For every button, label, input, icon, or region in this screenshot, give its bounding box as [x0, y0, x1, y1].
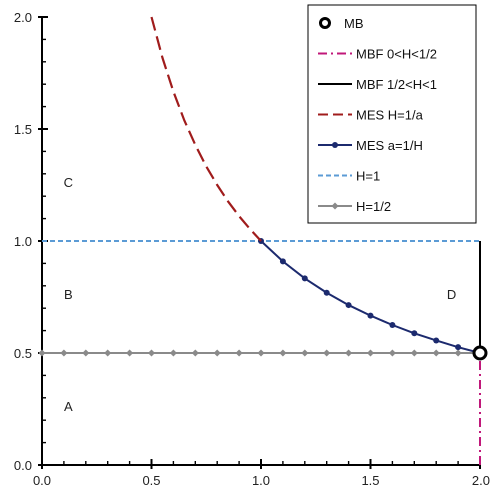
series-point [433, 337, 440, 344]
legend-swatch [319, 17, 331, 29]
series-point [410, 349, 418, 357]
series-point [323, 289, 330, 296]
series-point [411, 330, 418, 337]
series-point [213, 349, 221, 357]
legend-label: H=1/2 [356, 199, 391, 214]
series-point [191, 349, 199, 357]
series-h-1-2 [38, 349, 484, 357]
series-point [279, 349, 287, 357]
series-point [388, 349, 396, 357]
legend-label: H=1 [356, 169, 380, 184]
series-point [148, 349, 155, 357]
series-point [169, 349, 177, 357]
y-tick-label: 1.5 [14, 122, 32, 137]
series-mb [472, 345, 488, 361]
x-tick-label: 1.0 [252, 473, 270, 488]
series-point [345, 349, 353, 357]
axes: 0.0 0.5 1.0 1.5 2.0 0.0 0.5 1.0 1.5 2.0 [14, 10, 490, 488]
series-point [257, 349, 265, 357]
legend-item: MBF 1/2<H<1 [318, 77, 437, 92]
y-tick-label: 0.0 [14, 458, 32, 473]
series-point [432, 349, 440, 357]
legend: MB MBF 0<H<1/2 MBF 1/2<H<1 MES H=1/a MES a=1… [307, 4, 477, 224]
series-point [367, 349, 374, 357]
series-point [104, 349, 112, 357]
series-mes-h-1-a [150, 16, 262, 242]
series-point [455, 344, 462, 351]
legend-label: MES H=1/a [356, 108, 424, 123]
x-tick-label: 0.5 [142, 473, 160, 488]
y-tick-label: 2.0 [14, 10, 32, 25]
legend-item: H=1/2 [318, 199, 391, 214]
series-layer [38, 16, 488, 465]
x-tick-label: 0.0 [33, 473, 51, 488]
series-point [82, 349, 90, 357]
legend-label: MBF 0<H<1/2 [356, 47, 437, 62]
x-tick-label: 2.0 [472, 473, 490, 488]
legend-label: MB [344, 16, 364, 31]
legend-item: H=1 [318, 169, 380, 184]
legend-label: MBF 1/2<H<1 [356, 77, 437, 92]
series-point [301, 275, 308, 282]
series-point [323, 349, 331, 357]
series-point [301, 349, 309, 357]
y-tick-label: 1.0 [14, 234, 32, 249]
series-point [38, 349, 46, 357]
legend-swatch-marker [331, 202, 339, 210]
series-point [454, 349, 462, 357]
legend-swatch-marker [332, 142, 338, 148]
series-point [60, 349, 68, 357]
series-point [235, 349, 243, 357]
series-point [389, 322, 396, 328]
legend-item: MBF 0<H<1/2 [318, 47, 437, 62]
region-label: D [447, 287, 456, 302]
region-label: B [64, 287, 73, 302]
series-point [367, 312, 374, 319]
x-tick-label: 1.5 [361, 473, 379, 488]
legend-item: MES H=1/a [318, 108, 424, 123]
series-point [126, 349, 134, 357]
legend-label: MES a=1/H [356, 138, 423, 153]
y-tick-label: 0.5 [14, 346, 32, 361]
region-label: C [64, 175, 73, 190]
region-label: A [64, 399, 73, 414]
series-line [150, 16, 262, 242]
region-labels: A B C D [64, 175, 457, 414]
series-point [345, 302, 352, 309]
legend-item: MES a=1/H [318, 138, 423, 153]
legend-item: MB [319, 16, 364, 31]
series-point [279, 258, 286, 265]
series-point [472, 345, 488, 361]
